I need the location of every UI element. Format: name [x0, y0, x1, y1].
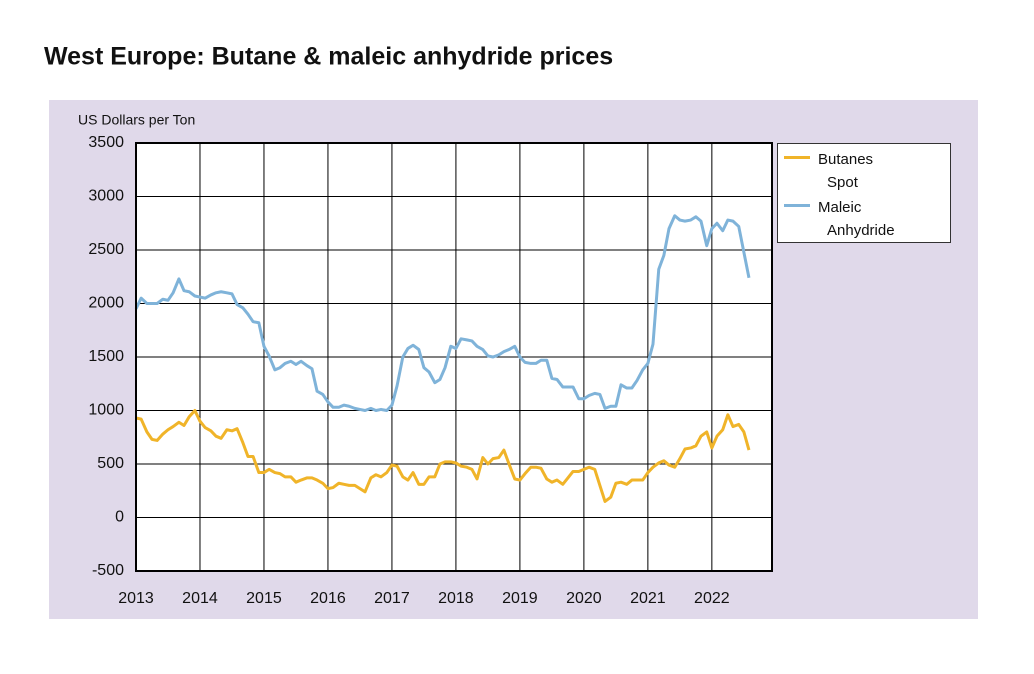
x-tick-label: 2019 [502, 590, 538, 607]
y-tick-label: 500 [97, 455, 124, 472]
x-tick-label: 2022 [694, 590, 730, 607]
chart-title: West Europe: Butane & maleic anhydride p… [44, 43, 613, 71]
x-tick-label: 2018 [438, 590, 474, 607]
x-tick-label: 2021 [630, 590, 666, 607]
legend-swatch [784, 156, 810, 159]
legend-label: Maleic Anhydride [818, 199, 895, 239]
y-tick-label: 1500 [88, 348, 124, 365]
y-tick-label: 3000 [88, 188, 124, 205]
legend: Butanes Spot Maleic Anhydride [777, 143, 951, 243]
y-tick-label: 3500 [88, 134, 124, 151]
y-tick-label: -500 [92, 562, 124, 579]
x-tick-label: 2014 [182, 590, 218, 607]
y-tick-label: 2500 [88, 241, 124, 258]
y-tick-label: 0 [115, 509, 124, 526]
x-tick-label: 2015 [246, 590, 282, 607]
x-tick-label: 2020 [566, 590, 602, 607]
legend-label: Butanes Spot [818, 151, 874, 191]
y-axis-label: US Dollars per Ton [78, 112, 195, 128]
x-tick-label: 2017 [374, 590, 410, 607]
series-line [135, 409, 751, 503]
y-tick-label: 2000 [88, 295, 124, 312]
legend-swatch [784, 204, 810, 207]
y-tick-label: 1000 [88, 402, 124, 419]
x-tick-label: 2013 [118, 590, 154, 607]
plot-area [135, 142, 773, 572]
legend-item: Butanes Spot [784, 148, 950, 194]
legend-item: Maleic Anhydride [784, 196, 950, 242]
series-line [134, 214, 751, 412]
x-tick-label: 2016 [310, 590, 346, 607]
